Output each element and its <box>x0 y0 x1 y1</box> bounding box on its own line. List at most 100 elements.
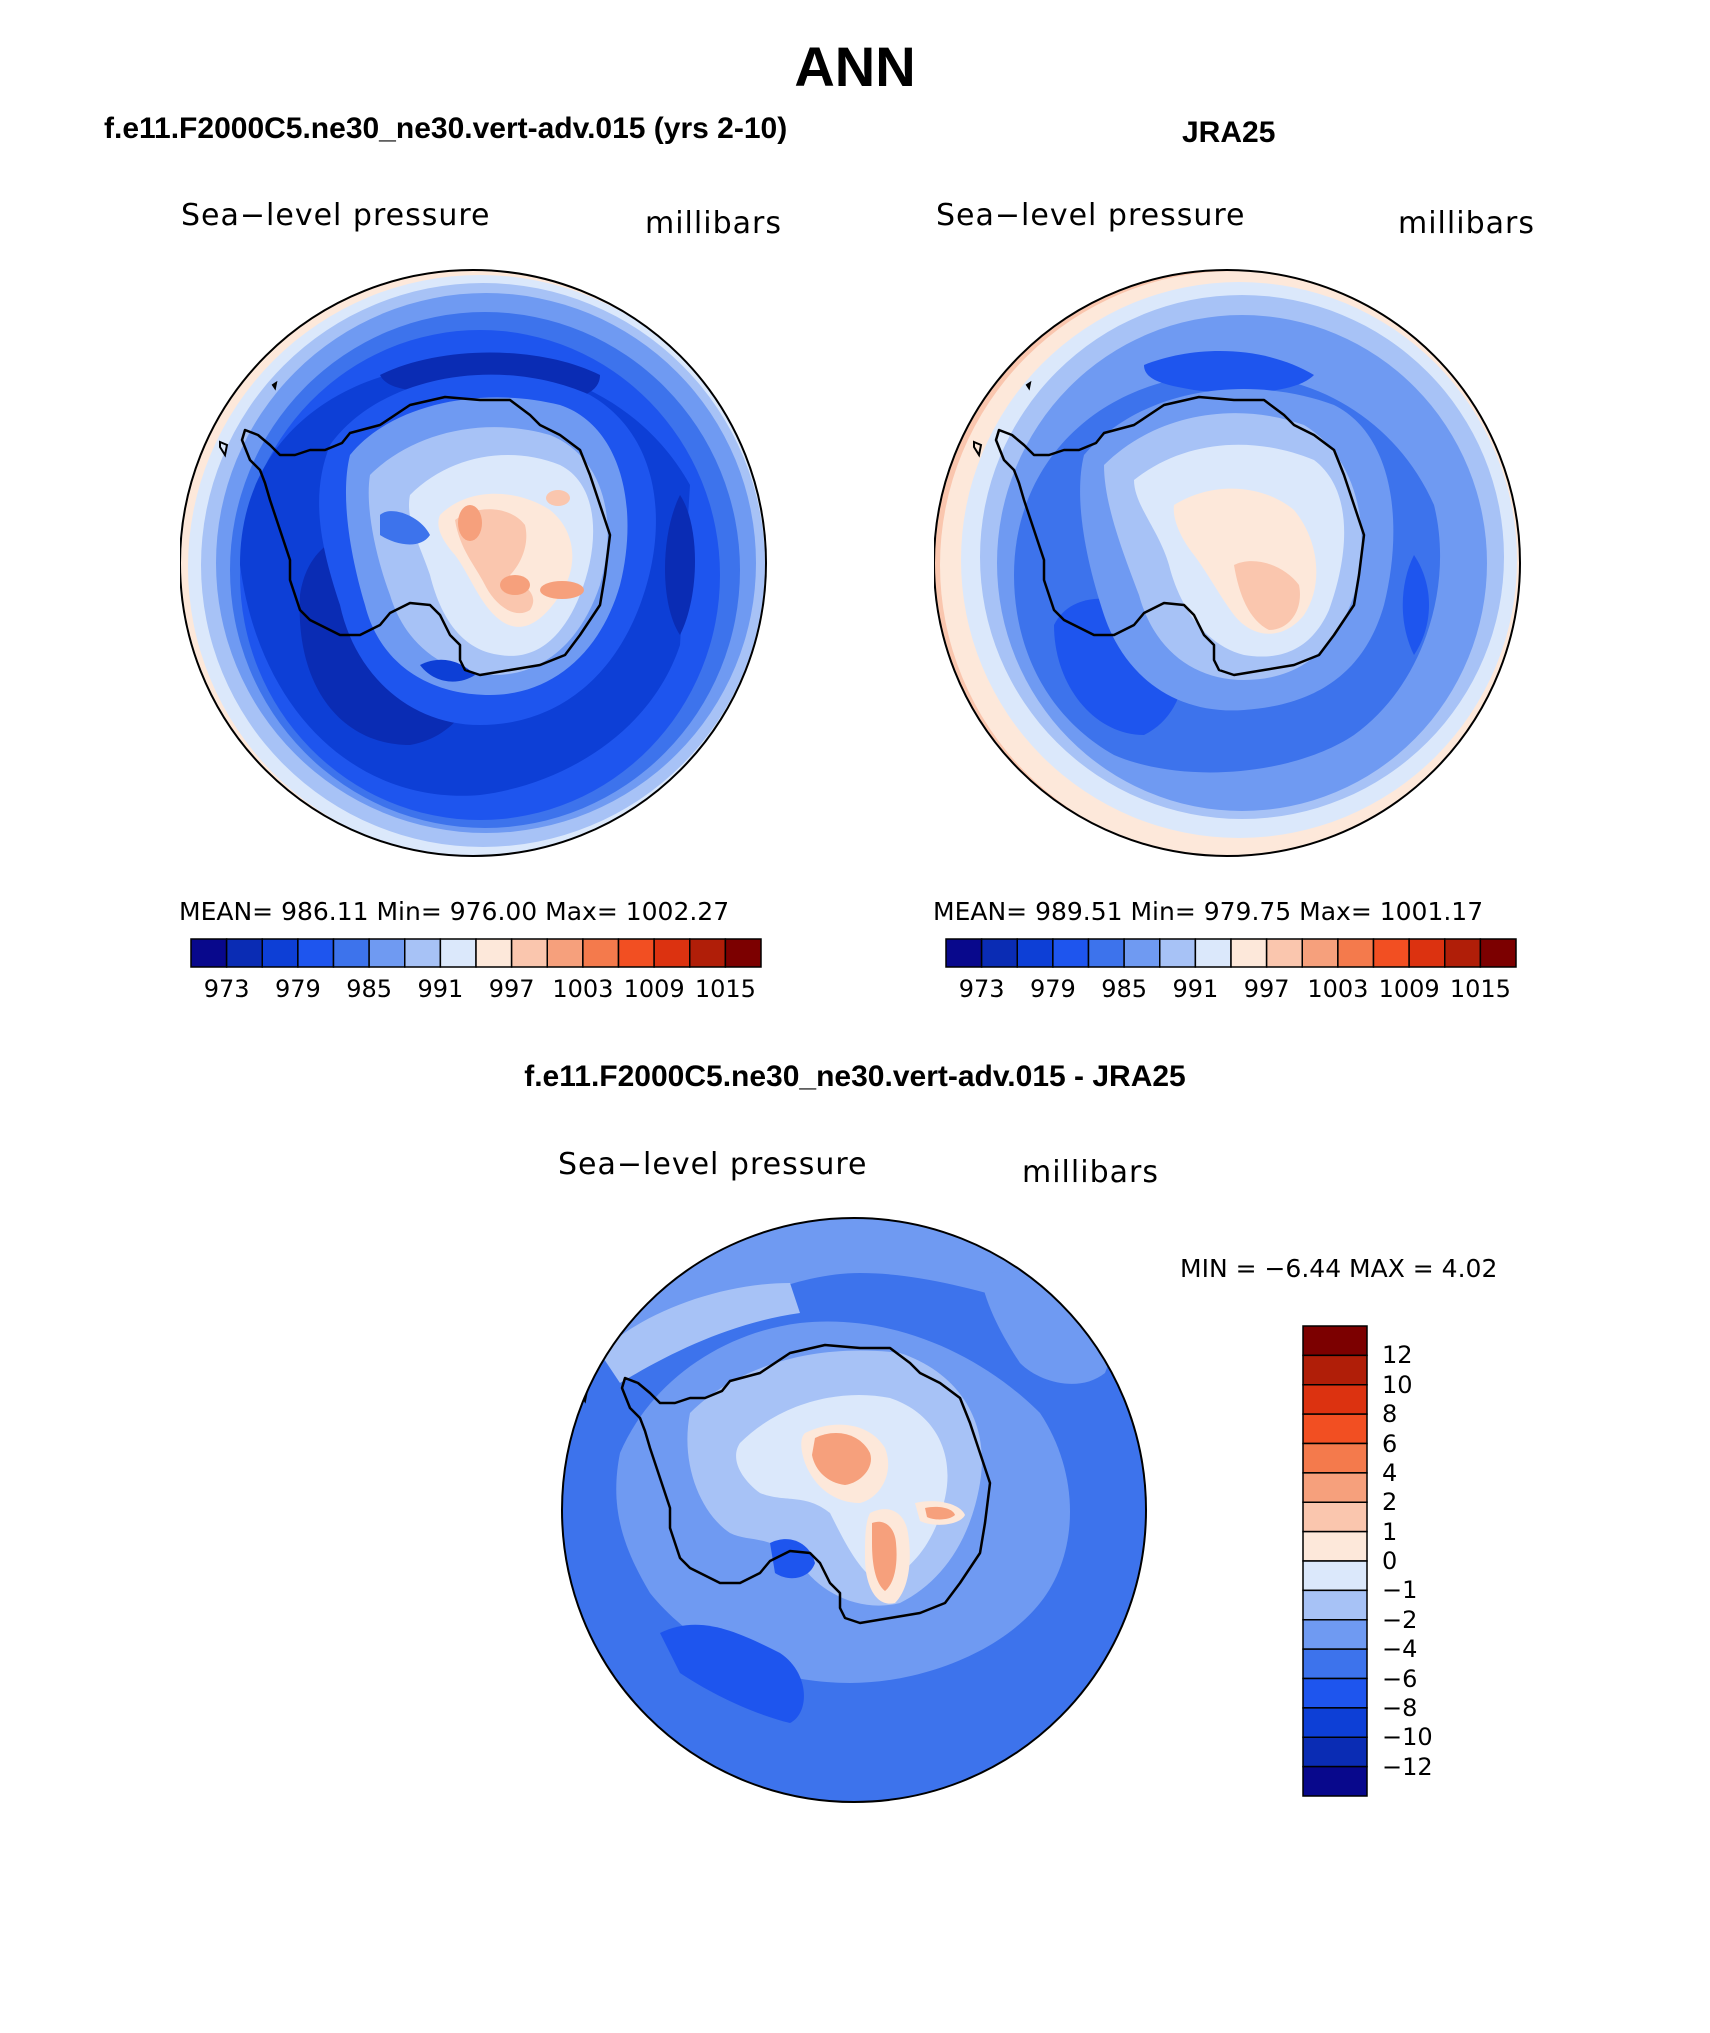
colorbar-swatch <box>1302 1648 1368 1680</box>
colorbar-swatch <box>945 938 983 968</box>
obs-units-label: millibars <box>1398 206 1535 241</box>
colorbar-swatch <box>439 938 477 968</box>
colorbar-tick-label: 973 <box>203 975 250 1003</box>
colorbar-swatch <box>225 938 263 968</box>
colorbar-swatch <box>653 938 691 968</box>
colorbar-swatch <box>1408 938 1446 968</box>
colorbar-swatch <box>1301 938 1339 968</box>
colorbar-tick-label: 973 <box>958 975 1005 1003</box>
colorbar-swatch <box>1302 1472 1368 1503</box>
diff-variable-label: Sea−level pressure <box>558 1147 868 1182</box>
colorbar-swatch <box>689 938 727 968</box>
colorbar-swatch <box>1087 938 1125 968</box>
colorbar-swatch <box>510 938 548 968</box>
diff-map <box>561 1217 1147 1803</box>
colorbar-swatch <box>404 938 442 968</box>
colorbar-tick-label: −10 <box>1382 1723 1433 1752</box>
colorbar-swatch <box>1479 938 1517 968</box>
colorbar-swatch <box>1302 1736 1368 1768</box>
diff-stats: MIN = −6.44 MAX = 4.02 <box>1180 1254 1498 1283</box>
colorbar-tick-label: 1003 <box>552 975 614 1003</box>
colorbar-tick-label: 997 <box>1243 975 1290 1003</box>
colorbar-tick-label: 1003 <box>1307 975 1369 1003</box>
colorbar-swatch <box>1052 938 1090 968</box>
colorbar-swatch <box>1302 1589 1368 1621</box>
colorbar-swatch <box>1265 938 1303 968</box>
colorbar-tick-label: 985 <box>346 975 393 1003</box>
colorbar-swatch <box>1016 938 1054 968</box>
colorbar-swatch <box>546 938 584 968</box>
model-units-label: millibars <box>645 206 782 241</box>
colorbar-tick-label: 6 <box>1382 1429 1398 1458</box>
model-map <box>180 269 767 857</box>
colorbar-swatch <box>1302 1677 1368 1709</box>
model-colorbar-labels: 973 979 985 991 997 1003 1009 1015 <box>190 975 762 1005</box>
colorbar-swatch <box>1159 938 1197 968</box>
obs-panel-heading: JRA25 <box>1182 116 1276 149</box>
model-variable-label: Sea−level pressure <box>181 198 491 233</box>
diff-panel-heading: f.e11.F2000C5.ne30_ne30.vert-adv.015 - J… <box>524 1060 1186 1093</box>
model-colorbar <box>190 938 762 968</box>
colorbar-tick-label: −12 <box>1382 1752 1433 1781</box>
colorbar-swatch <box>1302 1354 1368 1386</box>
colorbar-tick-label: 1015 <box>1449 975 1511 1003</box>
colorbar-swatch <box>1194 938 1232 968</box>
model-panel-heading: f.e11.F2000C5.ne30_ne30.vert-adv.015 (yr… <box>104 112 788 145</box>
colorbar-swatch <box>1302 1384 1368 1415</box>
colorbar-swatch <box>1302 1325 1368 1357</box>
colorbar-tick-label: −1 <box>1382 1576 1418 1605</box>
colorbar-swatch <box>1302 1413 1368 1445</box>
colorbar-swatch <box>1302 1765 1368 1797</box>
colorbar-tick-label: −2 <box>1382 1605 1418 1634</box>
colorbar-swatch <box>475 938 513 968</box>
colorbar-tick-label: 0 <box>1382 1547 1398 1575</box>
colorbar-tick-label: 12 <box>1382 1341 1413 1370</box>
colorbar-swatch <box>1444 938 1482 968</box>
obs-map <box>934 269 1521 857</box>
colorbar-tick-label: 991 <box>1172 975 1219 1003</box>
colorbar-swatch <box>332 938 370 968</box>
colorbar-swatch <box>1302 1560 1368 1592</box>
colorbar-swatch <box>297 938 335 968</box>
diff-colorbar <box>1302 1325 1368 1797</box>
colorbar-tick-label: 979 <box>1029 975 1076 1003</box>
colorbar-tick-label: 2 <box>1382 1488 1398 1517</box>
obs-stats: MEAN= 989.51 Min= 979.75 Max= 1001.17 <box>933 897 1484 926</box>
obs-colorbar <box>945 938 1517 968</box>
colorbar-swatch <box>261 938 299 968</box>
colorbar-tick-label: −8 <box>1382 1693 1418 1722</box>
colorbar-tick-label: 1009 <box>1378 975 1440 1003</box>
colorbar-swatch <box>1337 938 1375 968</box>
obs-variable-label: Sea−level pressure <box>936 198 1246 233</box>
colorbar-tick-label: 991 <box>417 975 464 1003</box>
obs-colorbar-labels: 973 979 985 991 997 1003 1009 1015 <box>945 975 1517 1005</box>
colorbar-swatch <box>1302 1501 1368 1533</box>
colorbar-tick-label: 4 <box>1382 1458 1398 1487</box>
colorbar-swatch <box>724 938 762 968</box>
colorbar-swatch <box>582 938 620 968</box>
diff-units-label: millibars <box>1022 1155 1159 1190</box>
colorbar-tick-label: 1015 <box>694 975 756 1003</box>
colorbar-swatch <box>1302 1442 1368 1474</box>
colorbar-tick-label: −4 <box>1382 1635 1418 1664</box>
colorbar-swatch <box>980 938 1018 968</box>
colorbar-swatch <box>368 938 406 968</box>
colorbar-tick-label: 8 <box>1382 1400 1398 1429</box>
colorbar-swatch <box>617 938 655 968</box>
figure-title: ANN <box>794 35 916 98</box>
colorbar-swatch <box>1230 938 1268 968</box>
colorbar-tick-label: 10 <box>1382 1370 1413 1399</box>
colorbar-tick-label: 1009 <box>623 975 685 1003</box>
colorbar-swatch <box>1302 1530 1368 1562</box>
colorbar-tick-label: 979 <box>274 975 321 1003</box>
colorbar-tick-label: 985 <box>1101 975 1148 1003</box>
colorbar-tick-label: 1 <box>1382 1517 1398 1546</box>
colorbar-tick-label: −6 <box>1382 1664 1418 1693</box>
colorbar-tick-label: 997 <box>488 975 535 1003</box>
colorbar-swatch <box>190 938 228 968</box>
colorbar-swatch <box>1302 1619 1368 1650</box>
colorbar-swatch <box>1372 938 1410 968</box>
model-stats: MEAN= 986.11 Min= 976.00 Max= 1002.27 <box>179 897 730 926</box>
colorbar-swatch <box>1302 1707 1368 1738</box>
colorbar-swatch <box>1123 938 1161 968</box>
